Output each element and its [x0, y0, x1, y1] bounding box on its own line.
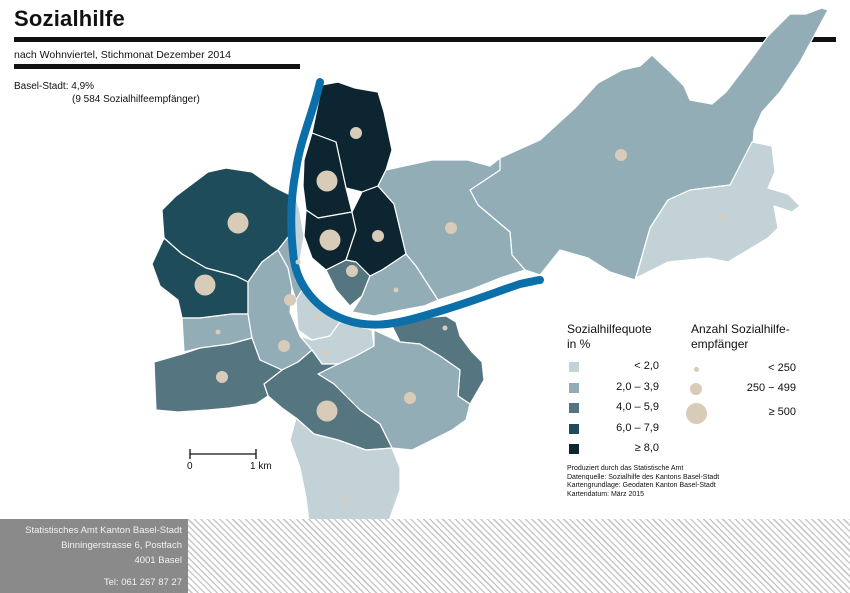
- legend-quote-swatch: [569, 362, 579, 372]
- credit-line-4: Kartendatum: März 2015: [567, 490, 645, 498]
- legend-quote-title-line1: Sozialhilfequote: [567, 322, 652, 336]
- recipients-dot-breite: [216, 371, 228, 383]
- legend-quote-label: < 2,0: [634, 360, 659, 372]
- credit-line-2: Datenquelle: Sozialhilfe des Kantons Bas…: [567, 473, 720, 481]
- recipients-dot-matthaeus: [372, 230, 384, 242]
- credit-line-3: Kartengrundlage: Geodaten Kanton Basel-S…: [567, 482, 716, 489]
- recipients-dot-am-ring: [284, 294, 296, 306]
- recipients-dot-bettingen: [720, 215, 726, 221]
- legend-count-label: 250 − 499: [746, 382, 796, 394]
- credit-line-1: Produziert durch das Statistische Amt: [567, 465, 684, 472]
- district-wettstein[interactable]: [351, 253, 439, 317]
- recipients-dot-altstadt-kb: [442, 325, 448, 331]
- recipients-dot-vorstaedte: [323, 349, 329, 355]
- rhine-river: [287, 78, 544, 329]
- scale-label-end: 1 km: [250, 461, 272, 472]
- scale-bar: [189, 449, 257, 459]
- district-bettingen[interactable]: [635, 141, 801, 279]
- recipients-dot-gundeldingen: [316, 400, 338, 422]
- recipients-dot-kleinhueningen: [316, 170, 338, 192]
- footer-line-3: 4001 Basel: [134, 555, 182, 566]
- legend-quote-title: Sozialhilfequote in %: [567, 322, 652, 352]
- title-rule: [14, 37, 836, 42]
- recipients-dot-bruderholz: [342, 498, 348, 504]
- map-subtitle: nach Wohnviertel, Stichmonat Dezember 20…: [14, 49, 231, 61]
- legend-count-title-line2: empfänger: [691, 337, 749, 351]
- recipients-dot-riehen: [615, 149, 627, 161]
- footer-line-2: Binningerstrasse 6, Postfach: [61, 540, 182, 551]
- legend-count-dot: [685, 402, 707, 424]
- subtitle-rule: [14, 64, 300, 69]
- legend-quote-swatch: [569, 423, 579, 434]
- footer-address-box: Statistisches Amt Kanton Basel-Stadt Bin…: [0, 519, 188, 593]
- legend-quote-label: ≥ 8,0: [634, 442, 659, 454]
- recipients-dot-hirzbrunnen: [445, 222, 457, 234]
- legend-quote-title-line2: in %: [567, 337, 591, 351]
- credits: Produziert durch das Statistische Amt Da…: [567, 465, 719, 499]
- scale-label-start: 0: [187, 461, 193, 472]
- recipients-dot-neubad: [295, 259, 301, 265]
- district-gundeldingen[interactable]: [263, 349, 393, 451]
- legend-quote-swatch: [569, 444, 579, 454]
- legend-count-label: < 250: [768, 362, 796, 374]
- legend-count-label: ≥ 500: [768, 406, 796, 418]
- recipients-dot-wettstein: [393, 287, 399, 293]
- legend-quote-label: 4,0 – 5,9: [616, 401, 659, 413]
- recipients-dot-bachletten: [278, 340, 290, 352]
- legend-count-title-line1: Anzahl Sozialhilfe-: [691, 322, 790, 336]
- summary-line-2: (9 584 Sozialhilfeempfänger): [72, 94, 200, 105]
- legend-quote-label: 6,0 – 7,9: [616, 421, 659, 434]
- map-title: Sozialhilfe: [14, 6, 125, 31]
- recipients-dot-rosental: [319, 229, 341, 251]
- footer-line-1: Statistisches Amt Kanton Basel-Stadt: [25, 525, 182, 536]
- recipients-dot-iselin: [194, 274, 216, 296]
- legend-count-dot: [693, 366, 699, 372]
- legend-count-title: Anzahl Sozialhilfe- empfänger: [691, 322, 790, 352]
- summary-line-1: Basel-Stadt: 4,9%: [14, 81, 95, 92]
- recipients-dot-altstadt-gb: [315, 315, 321, 321]
- recipients-dot-gotthelf: [215, 329, 221, 335]
- legend-quote-swatch: [569, 382, 579, 393]
- recipients-dot-klybeck: [350, 127, 362, 139]
- legend-quote-label: 2,0 – 3,9: [616, 380, 659, 393]
- summary-block: Basel-Stadt: 4,9% (9 584 Sozialhilfeempf…: [14, 80, 200, 106]
- footer-phone[interactable]: Tel: 061 267 87 27: [103, 577, 182, 588]
- recipients-dot-st-johann: [227, 212, 249, 234]
- recipients-dot-clara: [346, 265, 358, 277]
- recipients-dot-st-alban: [404, 392, 416, 404]
- legend-count-dot: [690, 383, 702, 395]
- legend-quote-swatch: [569, 403, 579, 413]
